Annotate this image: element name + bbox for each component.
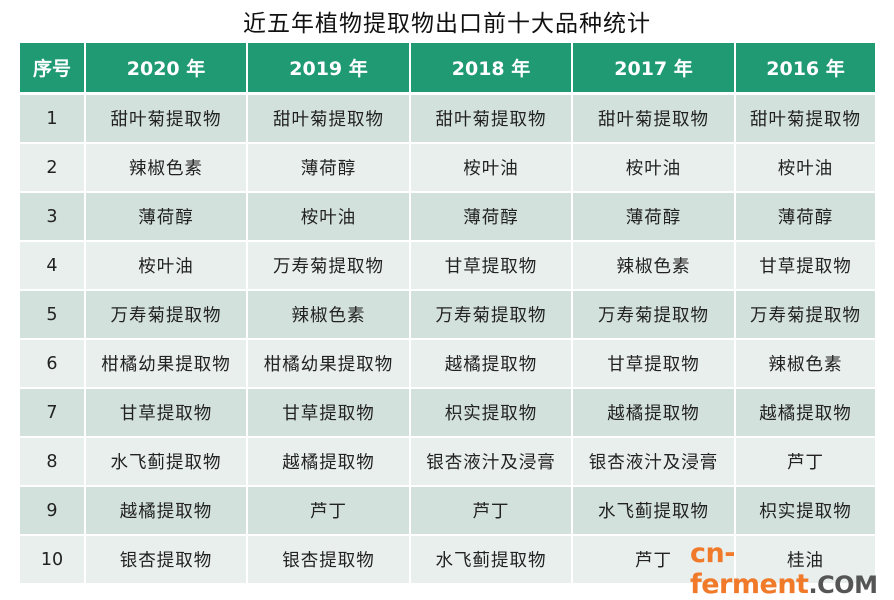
product-cell: 柑橘幼果提取物 [85, 339, 248, 389]
product-cell: 水飞蓟提取物 [85, 437, 248, 487]
rank-cell: 3 [20, 192, 86, 242]
product-cell: 甘草提取物 [735, 241, 877, 291]
rank-cell: 4 [20, 241, 86, 291]
product-cell: 甜叶菊提取物 [410, 93, 573, 144]
product-cell: 万寿菊提取物 [572, 290, 736, 340]
product-cell: 甜叶菊提取物 [85, 93, 248, 144]
table-row: 1 甜叶菊提取物 甜叶菊提取物 甜叶菊提取物 甜叶菊提取物 甜叶菊提取物 [20, 93, 877, 144]
rank-cell: 2 [20, 143, 86, 193]
product-cell: 越橘提取物 [572, 388, 736, 438]
table-row: 2 辣椒色素 薄荷醇 桉叶油 桉叶油 桉叶油 [20, 143, 877, 193]
export-ranking-table: 序号 2020 年 2019 年 2018 年 2017 年 2016 年 1 甜叶菊提取物… [20, 43, 877, 585]
column-header: 2020 年 [85, 43, 248, 95]
product-cell: 薄荷醇 [85, 192, 248, 242]
table-row: 7 甘草提取物 甘草提取物 枳实提取物 越橘提取物 越橘提取物 [20, 388, 877, 438]
product-cell: 辣椒色素 [572, 241, 736, 291]
rank-cell: 5 [20, 290, 86, 340]
product-cell: 水飞蓟提取物 [572, 486, 736, 536]
rank-cell: 7 [20, 388, 86, 438]
product-cell: 甘草提取物 [410, 241, 573, 291]
rank-cell: 9 [20, 486, 86, 536]
table-title: 近五年植物提取物出口前十大品种统计 [243, 11, 651, 37]
product-cell: 甜叶菊提取物 [247, 93, 411, 144]
product-cell: 甘草提取物 [247, 388, 411, 438]
product-cell: 桉叶油 [85, 241, 248, 291]
product-cell: 桉叶油 [247, 192, 411, 242]
table-row: 6 柑橘幼果提取物 柑橘幼果提取物 越橘提取物 甘草提取物 辣椒色素 [20, 339, 877, 389]
table-row: 3 薄荷醇 桉叶油 薄荷醇 薄荷醇 薄荷醇 [20, 192, 877, 242]
product-cell: 甘草提取物 [85, 388, 248, 438]
table-row: 4 桉叶油 万寿菊提取物 甘草提取物 辣椒色素 甘草提取物 [20, 241, 877, 291]
product-cell: 枳实提取物 [735, 486, 877, 536]
rank-cell: 6 [20, 339, 86, 389]
product-cell: 甘草提取物 [572, 339, 736, 389]
product-cell: 桉叶油 [572, 143, 736, 193]
product-cell: 越橘提取物 [247, 437, 411, 487]
product-cell: 万寿菊提取物 [735, 290, 877, 340]
watermark-text: cn-ferment [690, 538, 809, 600]
product-cell: 芦丁 [247, 486, 411, 536]
rank-cell: 1 [20, 93, 86, 144]
watermark-logo: cn-ferment.COM [690, 538, 894, 600]
table-row: 5 万寿菊提取物 辣椒色素 万寿菊提取物 万寿菊提取物 万寿菊提取物 [20, 290, 877, 340]
product-cell: 甜叶菊提取物 [735, 93, 877, 144]
product-cell: 万寿菊提取物 [247, 241, 411, 291]
product-cell: 枳实提取物 [410, 388, 573, 438]
product-cell: 万寿菊提取物 [85, 290, 248, 340]
product-cell: 芦丁 [410, 486, 573, 536]
product-cell: 桉叶油 [735, 143, 877, 193]
product-cell: 辣椒色素 [735, 339, 877, 389]
product-cell: 越橘提取物 [410, 339, 573, 389]
header-row: 序号 2020 年 2019 年 2018 年 2017 年 2016 年 [20, 43, 877, 95]
product-cell: 薄荷醇 [572, 192, 736, 242]
column-header: 2018 年 [410, 43, 573, 95]
product-cell: 桉叶油 [410, 143, 573, 193]
product-cell: 甜叶菊提取物 [572, 93, 736, 144]
product-cell: 薄荷醇 [410, 192, 573, 242]
product-cell: 薄荷醇 [247, 143, 411, 193]
product-cell: 万寿菊提取物 [410, 290, 573, 340]
product-cell: 薄荷醇 [735, 192, 877, 242]
watermark-suffix: .COM [808, 571, 878, 599]
product-cell: 越橘提取物 [735, 388, 877, 438]
product-cell: 越橘提取物 [85, 486, 248, 536]
product-cell: 银杏液汁及浸膏 [572, 437, 736, 487]
table-row: 9 越橘提取物 芦丁 芦丁 水飞蓟提取物 枳实提取物 [20, 486, 877, 536]
table-row: 8 水飞蓟提取物 越橘提取物 银杏液汁及浸膏 银杏液汁及浸膏 芦丁 [20, 437, 877, 487]
product-cell: 柑橘幼果提取物 [247, 339, 411, 389]
column-header: 2019 年 [247, 43, 411, 95]
product-cell: 辣椒色素 [247, 290, 411, 340]
product-cell: 芦丁 [735, 437, 877, 487]
product-cell: 辣椒色素 [85, 143, 248, 193]
rank-cell: 8 [20, 437, 86, 487]
column-header: 2017 年 [572, 43, 736, 95]
column-header: 2016 年 [735, 43, 877, 95]
product-cell: 银杏液汁及浸膏 [410, 437, 573, 487]
column-header: 序号 [20, 43, 86, 95]
